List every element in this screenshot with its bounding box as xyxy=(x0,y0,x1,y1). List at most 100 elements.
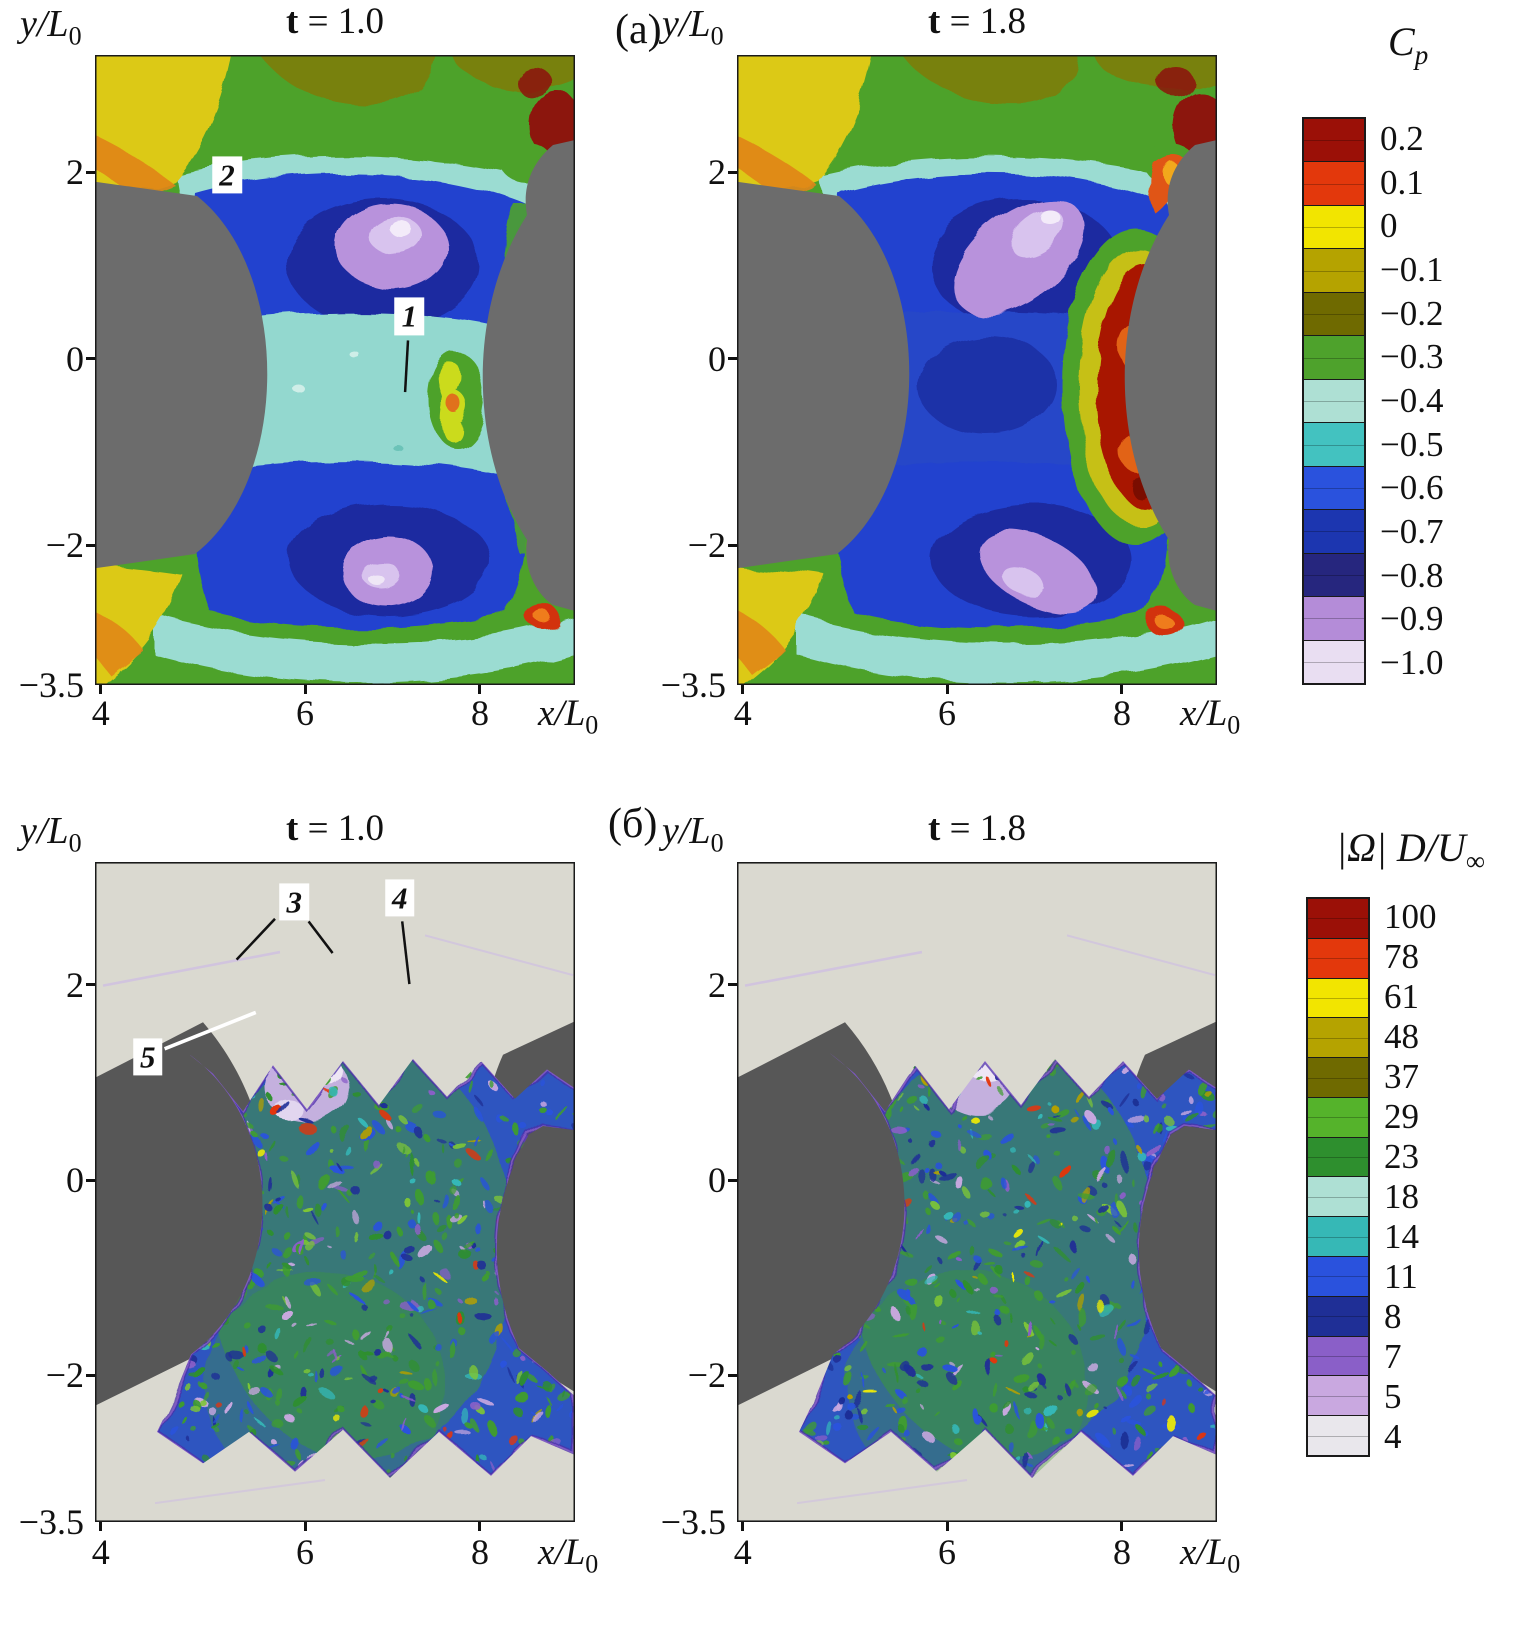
cp-contour-plot-t18 xyxy=(737,55,1217,685)
colorbar-tick-label: −0.6 xyxy=(1380,468,1444,508)
y-axis-label: y/L0 xyxy=(662,3,724,51)
y-tick-mark xyxy=(86,170,95,174)
colorbar-tick-label: 29 xyxy=(1384,1097,1419,1136)
colorbar-tick-label: −0.8 xyxy=(1380,555,1444,595)
vorticity-contour-plot-t18 xyxy=(737,862,1217,1522)
x-tick-label: 8 xyxy=(470,693,489,733)
y-tick-mark xyxy=(86,983,95,987)
colorbar-tick-label: 23 xyxy=(1384,1137,1419,1176)
annotation-label-1: 1 xyxy=(394,297,425,336)
y-tick-mark xyxy=(728,170,737,174)
plot-cp-t18: y/L0 t = 1.8 x/L0 2 0 −2 −3.5 4 6 8 xyxy=(642,0,1270,790)
plot-area: 3 4 5 xyxy=(95,862,575,1522)
plot-title: t = 1.8 xyxy=(928,1,1026,42)
plot-title: t = 1.8 xyxy=(928,808,1026,849)
y-tick-mark xyxy=(86,357,95,361)
x-axis-label: x/L0 xyxy=(1180,1532,1241,1579)
colorbar-cp: Cp 0.2 0.1 0 −0.1 −0.2 −0.3 −0.4 −0.5 −0.6 −0.7 −0… xyxy=(1302,18,1444,685)
y-tick-label: −3.5 xyxy=(18,1502,84,1542)
vorticity-contour-plot-t1 xyxy=(95,862,575,1522)
y-tick-mark xyxy=(728,1178,737,1182)
colorbar-band xyxy=(1308,1137,1368,1178)
colorbar-band xyxy=(1308,1217,1368,1258)
colorbar-band xyxy=(1304,510,1364,554)
colorbar-band xyxy=(1304,119,1364,163)
y-tick-mark xyxy=(86,1178,95,1182)
colorbar-cp-title: Cp xyxy=(1388,19,1429,70)
colorbar-tick-label: −0.1 xyxy=(1380,249,1444,289)
x-tick-label: 6 xyxy=(938,693,956,733)
x-tick-mark xyxy=(99,685,103,694)
x-tick-label: 6 xyxy=(296,693,314,733)
annotation-label-5: 5 xyxy=(133,1038,163,1076)
x-tick-label: 8 xyxy=(1112,1532,1131,1572)
colorbar-band xyxy=(1304,336,1364,380)
colorbar-tick-label: 11 xyxy=(1384,1257,1418,1296)
y-tick-label: 0 xyxy=(66,338,84,379)
x-tick-label: 8 xyxy=(470,1532,489,1572)
colorbar-tick-label: −0.2 xyxy=(1380,293,1444,333)
colorbar-cp-labels: 0.2 0.1 0 −0.1 −0.2 −0.3 −0.4 −0.5 −0.6 −0.7 −0.8−… xyxy=(1380,117,1444,685)
colorbar-band xyxy=(1304,466,1364,511)
colorbar-band xyxy=(1304,423,1364,467)
colorbar-tick-label: 48 xyxy=(1384,1017,1419,1056)
panel-label-a: (а) xyxy=(615,7,662,53)
y-tick-label: −3.5 xyxy=(660,665,726,705)
x-tick-label: 4 xyxy=(91,693,110,733)
colorbar-tick-label: −0.4 xyxy=(1380,380,1444,420)
colorbar-band xyxy=(1308,1257,1368,1297)
colorbar-tick-label: 100 xyxy=(1384,897,1437,936)
x-tick-mark xyxy=(303,1522,307,1531)
y-axis-label: y/L0 xyxy=(20,3,82,51)
x-tick-label: 8 xyxy=(1112,693,1131,733)
colorbar-tick-label: −1.0 xyxy=(1380,643,1444,683)
colorbar-tick-label: −0.7 xyxy=(1380,512,1444,552)
x-tick-mark xyxy=(945,1522,949,1531)
colorbar-band xyxy=(1308,1416,1368,1455)
colorbar-band xyxy=(1304,205,1364,250)
x-tick-label: 4 xyxy=(733,693,752,733)
y-tick-label: 0 xyxy=(708,1160,726,1201)
colorbar-band xyxy=(1308,899,1368,939)
colorbar-band xyxy=(1308,1376,1368,1417)
colorbar-band xyxy=(1304,553,1364,598)
x-tick-mark xyxy=(741,1522,745,1531)
colorbar-band xyxy=(1308,1336,1368,1377)
panel-label-b: (б) xyxy=(608,801,658,847)
cp-contour-plot-t1 xyxy=(95,55,575,685)
colorbar-band xyxy=(1308,1296,1368,1337)
x-tick-label: 4 xyxy=(91,1532,110,1572)
colorbar-tick-label: 0 xyxy=(1380,206,1398,246)
colorbar-vorticity: |Ω| D/U∞ 100 78 61 48 37 29 23 18 14 11 8 7 5 4 xyxy=(1306,824,1485,1457)
plot-area xyxy=(737,862,1217,1522)
x-tick-label: 6 xyxy=(296,1532,314,1572)
annotation-label-3: 3 xyxy=(279,883,309,921)
colorbar-tick-label: 5 xyxy=(1384,1377,1402,1416)
colorbar-band xyxy=(1304,379,1364,424)
y-tick-mark xyxy=(728,983,737,987)
y-tick-mark xyxy=(86,1373,95,1377)
plot-vorticity-t18: y/L0 t = 1.8 x/L0 2 0 −2 −3.5 4 6 8 xyxy=(642,807,1270,1597)
x-axis-label: x/L0 xyxy=(1180,693,1241,740)
y-tick-label: 0 xyxy=(66,1160,84,1201)
colorbar-tick-label: 4 xyxy=(1384,1417,1402,1456)
colorbar-band xyxy=(1308,1058,1368,1098)
colorbar-tick-label: 18 xyxy=(1384,1177,1419,1216)
y-tick-label: −2 xyxy=(45,1355,84,1396)
colorbar-band xyxy=(1308,1177,1368,1218)
x-tick-mark xyxy=(1120,685,1124,694)
y-tick-mark xyxy=(728,543,737,547)
plot-area xyxy=(737,55,1217,685)
colorbar-band xyxy=(1304,249,1364,293)
colorbar-tick-label: −0.3 xyxy=(1380,337,1444,377)
colorbar-tick-label: −0.9 xyxy=(1380,599,1444,639)
colorbar-tick-label: 37 xyxy=(1384,1057,1419,1096)
y-tick-label: −2 xyxy=(687,525,726,566)
x-tick-label: 6 xyxy=(938,1532,956,1572)
y-tick-label: −3.5 xyxy=(660,1502,726,1542)
colorbar-cp-gradient xyxy=(1302,117,1366,685)
y-axis-label: y/L0 xyxy=(662,810,724,858)
